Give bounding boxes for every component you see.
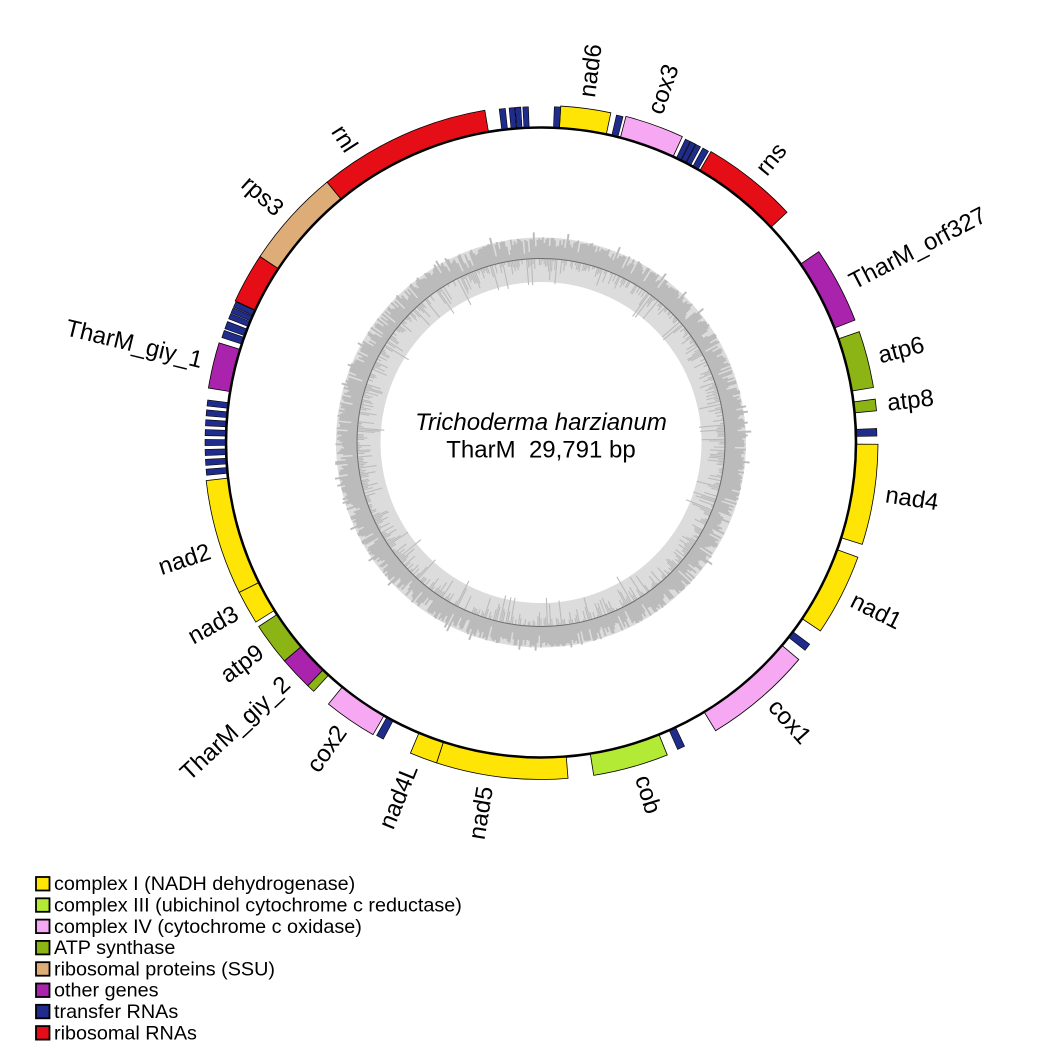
- svg-text:nad6: nad6: [574, 42, 608, 98]
- svg-text:atp9: atp9: [215, 639, 269, 688]
- svg-text:rnl: rnl: [326, 120, 363, 157]
- svg-text:Trichoderma harzianum: Trichoderma harzianum: [415, 409, 667, 436]
- svg-text:TharM 29,791 bp: TharM 29,791 bp: [446, 437, 635, 464]
- svg-text:complex I (NADH dehydrogenase): complex I (NADH dehydrogenase): [54, 873, 355, 895]
- svg-text:TharM_giy_1: TharM_giy_1: [63, 315, 205, 374]
- svg-text:cox2: cox2: [301, 721, 352, 778]
- svg-text:cox3: cox3: [643, 61, 685, 118]
- svg-text:nad4: nad4: [884, 482, 941, 517]
- svg-text:ATP synthase: ATP synthase: [54, 937, 175, 959]
- svg-text:atp8: atp8: [886, 385, 936, 417]
- svg-text:nad1: nad1: [846, 587, 906, 635]
- svg-text:complex IV (cytochrome c oxida: complex IV (cytochrome c oxidase): [54, 916, 362, 938]
- svg-text:nad4L: nad4L: [374, 761, 424, 833]
- svg-text:TharM_orf327: TharM_orf327: [845, 202, 991, 295]
- svg-text:nad2: nad2: [155, 539, 214, 581]
- svg-text:ribosomal RNAs: ribosomal RNAs: [54, 1022, 197, 1044]
- svg-text:other genes: other genes: [54, 980, 159, 1002]
- svg-text:ribosomal proteins (SSU): ribosomal proteins (SSU): [54, 958, 275, 980]
- svg-text:nad5: nad5: [464, 784, 499, 841]
- svg-text:transfer RNAs: transfer RNAs: [54, 1001, 178, 1023]
- svg-text:atp6: atp6: [875, 331, 927, 369]
- svg-text:rns: rns: [751, 138, 793, 181]
- svg-text:complex III (ubichinol cytochr: complex III (ubichinol cytochrome c redu…: [54, 895, 462, 917]
- svg-text:nad3: nad3: [183, 600, 243, 649]
- svg-text:rps3: rps3: [236, 171, 289, 222]
- svg-text:TharM_giy_2: TharM_giy_2: [175, 671, 296, 786]
- svg-text:cox1: cox1: [763, 694, 817, 750]
- svg-text:cob: cob: [629, 772, 666, 817]
